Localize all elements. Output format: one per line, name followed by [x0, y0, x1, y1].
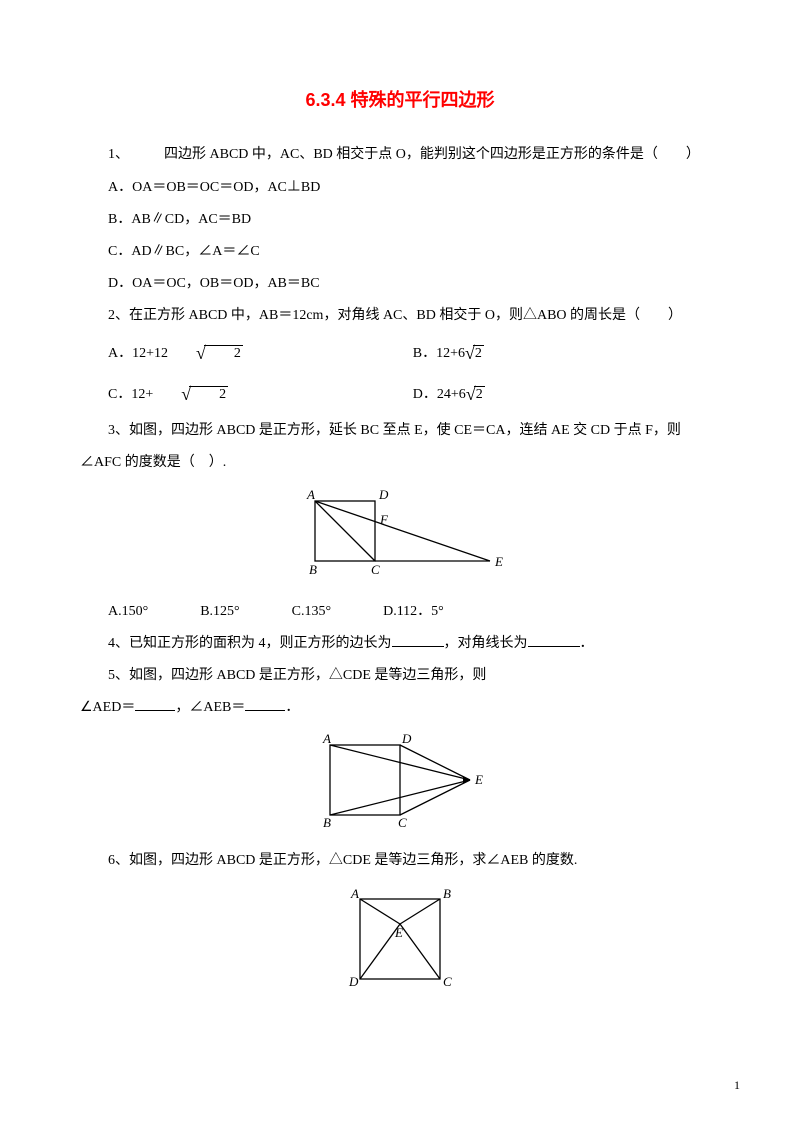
- q2-stem: 2、在正方形 ABCD 中，AB＝12cm，对角线 AC、BD 相交于 O，则△…: [80, 300, 720, 332]
- q2-c-radicand: 2: [189, 386, 228, 402]
- page-content: 6.3.4 特殊的平行四边形 1、 四边形 ABCD 中，AC、BD 相交于点 …: [0, 0, 800, 1064]
- svg-text:C: C: [398, 815, 407, 830]
- q5-text-c: ．: [285, 700, 299, 715]
- q2-a-radicand: 2: [204, 345, 243, 361]
- svg-text:A: A: [306, 487, 315, 502]
- q2-options-row1: A．12+12√2 B．12+6√2: [80, 333, 720, 374]
- svg-text:D: D: [401, 731, 412, 746]
- q4-stem: 4、已知正方形的面积为 4，则正方形的边长为 ，对角线长为 ．: [80, 628, 720, 660]
- q5-text-a: ∠AED＝: [80, 700, 135, 715]
- q2-option-c: C．12+√2: [80, 374, 413, 415]
- q5-figure: A D B C E: [80, 730, 720, 839]
- svg-text:C: C: [443, 974, 452, 989]
- sqrt-icon: √2: [466, 374, 485, 415]
- q1-option-c: C．AD∥BC，∠A＝∠C: [80, 236, 720, 268]
- blank-field: [392, 632, 444, 647]
- svg-text:B: B: [443, 886, 451, 901]
- q2-option-a: A．12+12√2: [80, 333, 413, 374]
- q5-line1: 5、如图，四边形 ABCD 是正方形，△CDE 是等边三角形，则: [80, 660, 720, 692]
- q2-b-radicand: 2: [473, 345, 484, 361]
- sqrt-icon: √2: [153, 374, 228, 415]
- q3-options: A.150° B.125° C.135° D.112．5°: [80, 596, 720, 628]
- document-title: 6.3.4 特殊的平行四边形: [80, 80, 720, 121]
- q3-stem: 3、如图，四边形 ABCD 是正方形，延长 BC 至点 E，使 CE＝CA，连结…: [80, 415, 720, 479]
- q1-option-b: B．AB∥CD，AC＝BD: [80, 204, 720, 236]
- q5-diagram-svg: A D B C E: [305, 730, 495, 835]
- svg-text:A: A: [350, 886, 359, 901]
- q4-text-b: ，对角线长为: [444, 636, 528, 651]
- q6-diagram-svg: A B D C E: [335, 884, 465, 1014]
- q4-text-c: ．: [580, 636, 594, 651]
- q2-a-prefix: A．12+12: [108, 345, 168, 360]
- svg-text:C: C: [371, 562, 380, 577]
- svg-text:D: D: [378, 487, 389, 502]
- q6-stem: 6、如图，四边形 ABCD 是正方形，△CDE 是等边三角形，求∠AEB 的度数…: [80, 845, 720, 877]
- svg-text:A: A: [322, 731, 331, 746]
- q6-figure: A B D C E: [80, 884, 720, 1018]
- q3-figure: A D B C E F: [80, 486, 720, 590]
- svg-text:B: B: [309, 562, 317, 577]
- sqrt-icon: √2: [168, 333, 243, 374]
- q3-option-b: B.125°: [172, 596, 239, 628]
- svg-text:D: D: [348, 974, 359, 989]
- q1-option-a: A．OA＝OB＝OC＝OD，AC⊥BD: [80, 172, 720, 204]
- svg-text:F: F: [379, 512, 389, 527]
- svg-text:B: B: [323, 815, 331, 830]
- svg-text:E: E: [494, 554, 503, 569]
- q2-option-b: B．12+6√2: [413, 333, 720, 374]
- q1-option-d: D．OA＝OC，OB＝OD，AB＝BC: [80, 268, 720, 300]
- q3-diagram-svg: A D B C E F: [285, 486, 515, 586]
- q2-option-d: D．24+6√2: [413, 374, 720, 415]
- blank-field: [135, 696, 175, 711]
- q3-option-a: A.150°: [80, 596, 148, 628]
- q3-option-d: D.112．5°: [355, 596, 444, 628]
- page-number: 1: [734, 1072, 740, 1100]
- blank-field: [528, 632, 580, 647]
- q2-d-prefix: D．24+6: [413, 387, 466, 402]
- q2-c-prefix: C．12+: [108, 387, 153, 402]
- q5-line2: ∠AED＝ ，∠AEB＝ ．: [80, 692, 720, 724]
- q3-option-c: C.135°: [264, 596, 331, 628]
- q2-d-radicand: 2: [474, 386, 485, 402]
- svg-text:E: E: [394, 925, 403, 940]
- svg-text:E: E: [474, 772, 483, 787]
- q5-text-b: ，∠AEB＝: [175, 700, 245, 715]
- q2-b-prefix: B．12+6: [413, 345, 465, 360]
- q1-stem: 1、 四边形 ABCD 中，AC、BD 相交于点 O，能判别这个四边形是正方形的…: [80, 139, 720, 171]
- q4-text-a: 4、已知正方形的面积为 4，则正方形的边长为: [108, 636, 392, 651]
- sqrt-icon: √2: [465, 333, 484, 374]
- q2-options-row2: C．12+√2 D．24+6√2: [80, 374, 720, 415]
- blank-field: [245, 696, 285, 711]
